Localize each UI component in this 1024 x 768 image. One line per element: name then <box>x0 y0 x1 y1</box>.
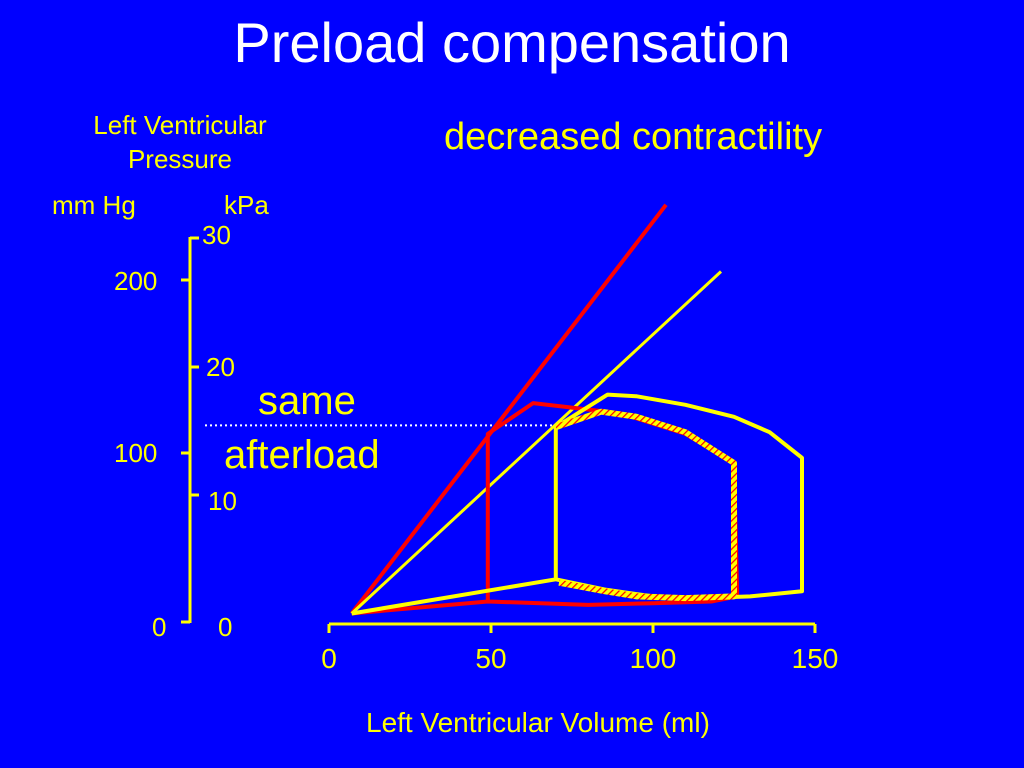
annotation-afterload: afterload <box>224 433 380 477</box>
y-axis-title: Left Ventricular Pressure <box>50 108 310 176</box>
y-unit-mmhg: mm Hg <box>52 190 136 220</box>
y-tick-kpa-30: 30 <box>202 220 231 250</box>
y-tick-kpa-0: 0 <box>218 612 233 642</box>
y-tick-mmhg-200: 200 <box>114 266 158 296</box>
espvr-decreased-line <box>350 270 723 615</box>
slide-title: Preload compensation <box>233 11 791 74</box>
y-tick-kpa-20: 20 <box>206 352 235 382</box>
x-axis-label: Left Ventricular Volume (ml) <box>366 707 710 738</box>
x-tick-0: 0 <box>321 643 337 674</box>
y-axis-title-line2: Pressure <box>127 144 233 174</box>
y-tick-mmhg-0: 0 <box>152 612 167 642</box>
subtitle: decreased contractility <box>444 116 823 158</box>
y-axis-title-line1: Left Ventricular <box>93 110 267 140</box>
x-tick-150: 150 <box>791 643 839 674</box>
y-tick-kpa-10: 10 <box>208 486 237 516</box>
espvr-normal-line <box>350 203 668 615</box>
pv-loop-hatched-overlap <box>554 408 737 602</box>
x-tick-100: 100 <box>629 643 677 674</box>
y-tick-mmhg-100: 100 <box>114 438 158 468</box>
annotation-same: same <box>258 379 356 423</box>
x-tick-50: 50 <box>475 643 507 674</box>
y-unit-kpa: kPa <box>224 190 269 220</box>
